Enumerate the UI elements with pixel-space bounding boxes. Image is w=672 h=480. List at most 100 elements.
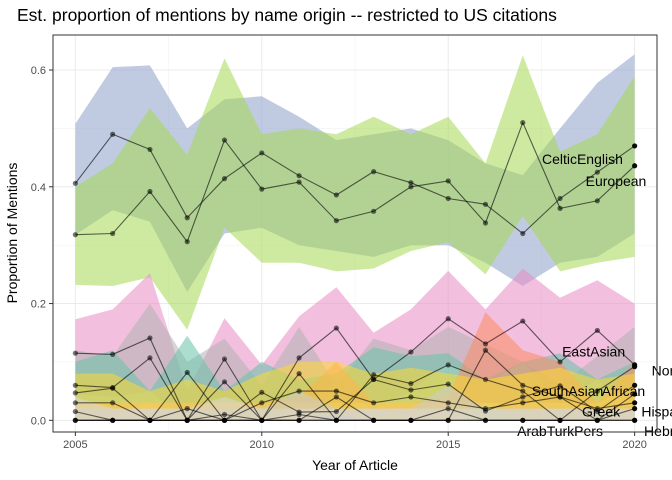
arabturkpers-point (445, 406, 451, 412)
eastasian-point (520, 318, 526, 324)
celticenglish-point (296, 173, 302, 179)
nordic-point (408, 380, 414, 387)
eastasian-line (75, 318, 635, 422)
southasian-point (408, 387, 414, 393)
eastasian-point (147, 335, 153, 341)
european-line (75, 121, 635, 243)
celticenglish-point (371, 169, 377, 175)
southasian-point (184, 369, 190, 376)
celticenglish-label: CelticEnglish (542, 151, 623, 167)
eastasian-point (110, 351, 116, 357)
series-points (72, 119, 638, 423)
hispanic-point (110, 400, 116, 406)
hebrew-point (147, 417, 153, 423)
eastasian-point (296, 355, 302, 361)
celticenglish-point (408, 180, 414, 186)
hispanic-point (594, 406, 600, 412)
nordic-label: Nordic (652, 363, 672, 379)
nordic-point (296, 371, 302, 377)
celticenglish-point (557, 195, 563, 202)
hispanic-point (184, 406, 190, 412)
hebrew-label: Hebrew (644, 423, 672, 439)
southasian-point (371, 376, 377, 383)
european-point (520, 119, 526, 126)
x-tick-label: 2010 (250, 439, 274, 451)
series-lines (74, 121, 635, 422)
southasian-point (72, 390, 78, 396)
hebrew-point (445, 417, 451, 423)
nordic-point (482, 376, 489, 383)
hispanic-line (75, 390, 635, 421)
eastasian-point (557, 359, 563, 365)
eastasian-point (482, 341, 489, 347)
european-point (184, 239, 190, 245)
southasian-point (557, 383, 563, 389)
european-band (75, 55, 635, 330)
hebrew-point (296, 417, 302, 423)
european-point (557, 205, 563, 211)
european-point (296, 179, 302, 185)
celticenglish-point (72, 180, 78, 186)
european-point (594, 198, 600, 204)
hebrew-line (75, 411, 635, 421)
hispanic-point (557, 394, 563, 400)
southasian-point (632, 382, 638, 388)
european-point (408, 184, 414, 190)
eastasian-point (221, 356, 228, 362)
eastasian-point (333, 325, 339, 331)
nordic-point (520, 388, 526, 394)
celticenglish-point (445, 195, 451, 202)
y-tick-label: 0.0 (31, 415, 46, 427)
y-axis-title: Proportion of Mentions (4, 163, 20, 304)
hispanic-point (408, 394, 414, 400)
celticenglish-point (259, 150, 265, 156)
eastasian-point (594, 327, 600, 334)
southasian-point (259, 389, 265, 395)
european-point (147, 188, 153, 195)
hebrew-point (184, 417, 190, 423)
x-tick-label: 2015 (436, 439, 460, 451)
arabturkpers-point (296, 411, 302, 418)
european-point (110, 230, 116, 237)
african-point (520, 382, 526, 388)
southasian-point (445, 381, 451, 387)
southasian-point (520, 394, 526, 400)
celticenglish-point (520, 230, 526, 237)
series-labels: CelticEnglish European EastAsian Nordic Sout… (517, 151, 672, 439)
european-point (632, 163, 638, 169)
european-point (259, 186, 265, 192)
celticenglish-line (74, 133, 635, 235)
hispanic-point (333, 388, 339, 394)
nordic-point (371, 372, 377, 378)
x-tick-label: 2005 (63, 439, 87, 451)
hebrew-point (259, 417, 265, 423)
hispanic-point (445, 400, 451, 406)
hispanic-point (482, 406, 489, 412)
x-tick-label: 2020 (622, 439, 646, 451)
african-point (632, 391, 638, 397)
hebrew-point (594, 417, 600, 423)
southasian-point (110, 385, 116, 391)
african-point (333, 394, 339, 400)
hispanic-point (520, 400, 526, 406)
celticenglish-point (147, 146, 153, 153)
arabturkpers-label: ArabTurkPers (517, 423, 603, 439)
y-tick-label: 0.2 (31, 299, 46, 311)
axes: 2005 2010 2015 2020 0.0 0.2 0.4 0.6 (31, 65, 647, 451)
nordic-line (75, 357, 635, 422)
celticenglish-point (184, 215, 190, 221)
hebrew-point (371, 417, 377, 423)
african-label: African (602, 383, 646, 399)
southasian-point (333, 408, 339, 415)
celticenglish-point (110, 131, 116, 137)
plot-border (52, 34, 658, 433)
chart-title: Est. proportion of mentions by name orig… (17, 5, 557, 25)
hebrew-point (557, 417, 563, 423)
nordic-point (221, 379, 228, 385)
hebrew-point (221, 411, 228, 418)
hebrew-point (408, 417, 414, 423)
hispanic-point (72, 400, 78, 406)
nordic-point (594, 388, 600, 394)
hebrew-point (632, 417, 638, 423)
